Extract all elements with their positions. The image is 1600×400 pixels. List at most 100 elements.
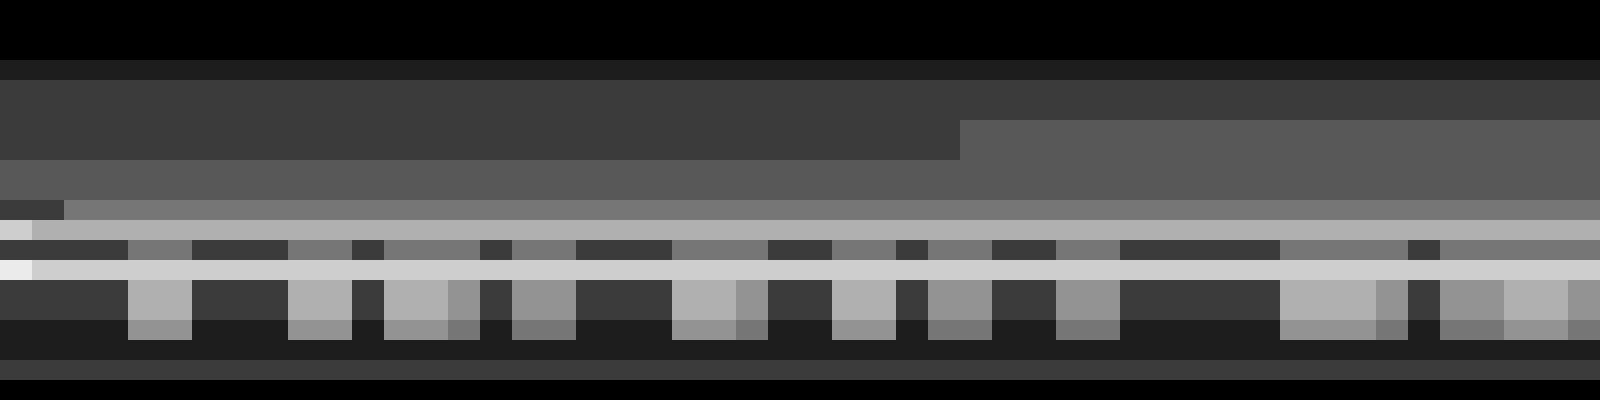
cell [1056, 220, 1089, 241]
cell [512, 320, 545, 341]
cell [224, 280, 257, 301]
cell [288, 340, 321, 361]
cell [1056, 0, 1089, 21]
cell [672, 160, 705, 181]
cell [224, 200, 257, 221]
cell [384, 120, 417, 141]
cell [1216, 20, 1249, 41]
cell [1120, 380, 1153, 400]
cell [1504, 300, 1537, 321]
cell [1056, 180, 1089, 201]
cell [736, 140, 769, 161]
cell [768, 360, 801, 381]
cell [1024, 200, 1057, 221]
cell [704, 380, 737, 400]
cell [160, 360, 193, 381]
cell [448, 160, 481, 181]
cell [1376, 360, 1409, 381]
cell [1184, 240, 1217, 261]
cell [640, 80, 673, 101]
cell [1152, 120, 1185, 141]
cell [896, 160, 929, 181]
cell [640, 120, 673, 141]
cell [384, 180, 417, 201]
cell [288, 320, 321, 341]
cell [736, 260, 769, 281]
cell [1312, 280, 1345, 301]
cell [864, 340, 897, 361]
cell [992, 100, 1025, 121]
cell [640, 300, 673, 321]
cell [480, 340, 513, 361]
cell [608, 20, 641, 41]
cell [960, 140, 993, 161]
cell [1152, 260, 1185, 281]
cell [1344, 300, 1377, 321]
cell [896, 200, 929, 221]
cell [384, 100, 417, 121]
cell [192, 240, 225, 261]
cell [288, 0, 321, 21]
cell [864, 180, 897, 201]
cell [992, 240, 1025, 261]
cell [1152, 0, 1185, 21]
cell [1024, 300, 1057, 321]
cell [960, 20, 993, 41]
cell [1440, 80, 1473, 101]
cell [288, 20, 321, 41]
cell [768, 0, 801, 21]
cell [1152, 100, 1185, 121]
cell [1408, 160, 1441, 181]
cell [64, 360, 97, 381]
cell [96, 40, 129, 61]
cell [1344, 220, 1377, 241]
cell [992, 80, 1025, 101]
cell [1248, 180, 1281, 201]
cell [608, 340, 641, 361]
cell [1376, 180, 1409, 201]
cell [416, 180, 449, 201]
cell [512, 260, 545, 281]
cell [480, 160, 513, 181]
cell [1152, 300, 1185, 321]
cell [1120, 200, 1153, 221]
cell [320, 120, 353, 141]
cell [800, 300, 833, 321]
cell [256, 240, 289, 261]
cell [896, 100, 929, 121]
cell [0, 0, 33, 21]
cell [896, 20, 929, 41]
cell [160, 180, 193, 201]
cell [96, 60, 129, 81]
cell [832, 340, 865, 361]
cell [576, 240, 609, 261]
cell [1216, 280, 1249, 301]
cell [1376, 80, 1409, 101]
cell [352, 240, 385, 261]
cell [544, 340, 577, 361]
cell [544, 240, 577, 261]
cell [1504, 180, 1537, 201]
cell [576, 20, 609, 41]
cell [704, 300, 737, 321]
cell [768, 160, 801, 181]
cell [1408, 260, 1441, 281]
cell [0, 180, 33, 201]
cell [544, 120, 577, 141]
cell [448, 360, 481, 381]
cell [1504, 120, 1537, 141]
cell [384, 20, 417, 41]
cell [512, 80, 545, 101]
cell [96, 160, 129, 181]
cell [288, 180, 321, 201]
cell [576, 0, 609, 21]
cell [160, 340, 193, 361]
cell [1280, 200, 1313, 221]
cell [480, 20, 513, 41]
cell [288, 200, 321, 221]
cell [1312, 140, 1345, 161]
cell [512, 240, 545, 261]
cell [288, 140, 321, 161]
cell [224, 360, 257, 381]
cell [832, 100, 865, 121]
